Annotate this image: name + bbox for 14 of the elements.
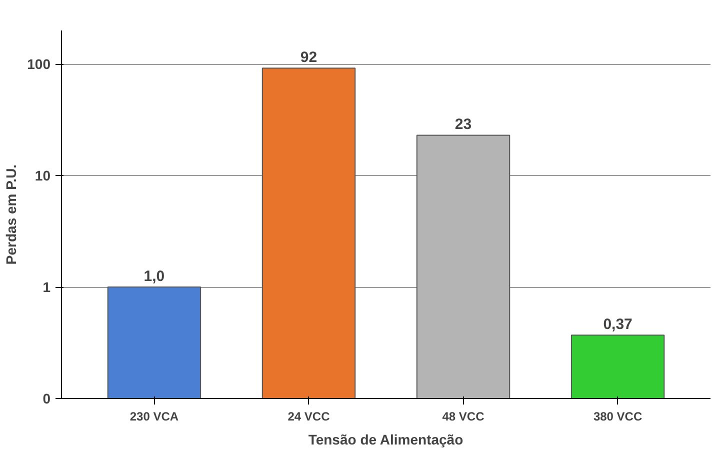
y-tick-label: 100 (27, 56, 51, 72)
x-axis-title: Tensão de Alimentação (308, 432, 464, 448)
data-label: 92 (300, 49, 318, 66)
data-label: 1,0 (144, 268, 165, 286)
x-tick-label: 380 VCC (593, 410, 642, 424)
y-tick-label: 1 (42, 279, 51, 296)
data-label: 0,37 (603, 316, 632, 334)
y-tick-label: 0 (42, 390, 51, 406)
y-axis-title: Perdas em P.U. (3, 164, 20, 265)
data-label: 23 (454, 116, 472, 134)
x-tick-label: 230 VCA (130, 410, 179, 424)
x-tick-label: 48 VCC (442, 410, 485, 424)
x-tick-label: 24 VCC (288, 410, 330, 424)
y-tick-label: 10 (34, 168, 51, 184)
